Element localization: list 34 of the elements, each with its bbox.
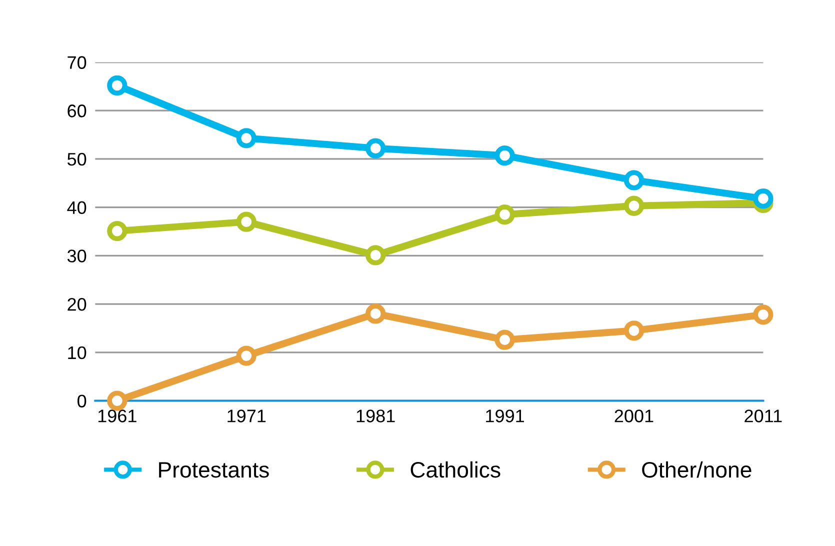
y-tick-label: 10 (68, 346, 86, 360)
y-tick-label: 0 (78, 394, 86, 408)
point (236, 212, 256, 232)
point (366, 245, 386, 266)
legend-label: Other/none (642, 461, 752, 478)
x-tick-label: 2001 (614, 410, 654, 422)
point (624, 320, 644, 341)
point (624, 170, 644, 190)
y-tick-label: 70 (68, 56, 86, 69)
point (236, 346, 256, 366)
y-tick-label: 30 (67, 250, 86, 262)
point (236, 128, 256, 148)
point (494, 146, 515, 166)
point (107, 75, 128, 96)
x-tick-label: 2011 (744, 410, 782, 422)
point (494, 330, 515, 350)
y-tick-label: 40 (67, 201, 86, 214)
x-tick-label: 1971 (228, 410, 266, 422)
point (107, 390, 128, 411)
x-tick-label: 1981 (356, 410, 395, 422)
x-tick-label: 1961 (98, 410, 136, 422)
point (753, 304, 774, 325)
point (107, 220, 128, 242)
point (366, 304, 386, 324)
y-tick-label: 60 (68, 104, 86, 118)
point (753, 188, 774, 209)
legend-label: Catholics (410, 461, 500, 478)
y-tick-label: 20 (68, 298, 86, 311)
point (624, 196, 644, 216)
point (366, 138, 386, 158)
x-tick-label: 1991 (486, 410, 524, 422)
point (494, 204, 515, 225)
y-tick-label: 50 (68, 152, 86, 166)
legend-label: Protestants (159, 462, 269, 478)
